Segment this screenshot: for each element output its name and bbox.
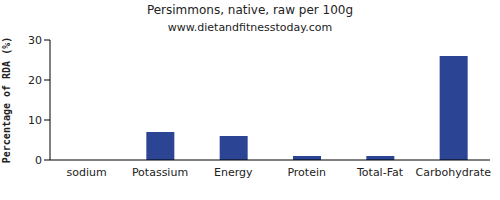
svg-text:Protein: Protein bbox=[287, 166, 326, 179]
html-text:Persimmons, native, raw per 10: Persimmons, native, raw per 100g bbox=[146, 3, 354, 17]
svg-text:0: 0 bbox=[35, 154, 42, 167]
svg-text:Total-Fat: Total-Fat bbox=[356, 166, 404, 179]
html-text:www.dietandfitnesstoday.com: www.dietandfitnesstoday.com bbox=[167, 21, 333, 34]
svg-text:Potassium: Potassium bbox=[132, 166, 188, 179]
svg-text:sodium: sodium bbox=[67, 166, 107, 179]
svg-text:10: 10 bbox=[28, 114, 42, 127]
svg-text:Carbohydrate: Carbohydrate bbox=[416, 166, 492, 179]
svg-text:Energy: Energy bbox=[214, 166, 253, 179]
svg-text:30: 30 bbox=[28, 34, 42, 47]
svg-text:Percentage of RDA (%): Percentage of RDA (%) bbox=[8, 37, 12, 163]
svg-text:20: 20 bbox=[28, 74, 42, 87]
